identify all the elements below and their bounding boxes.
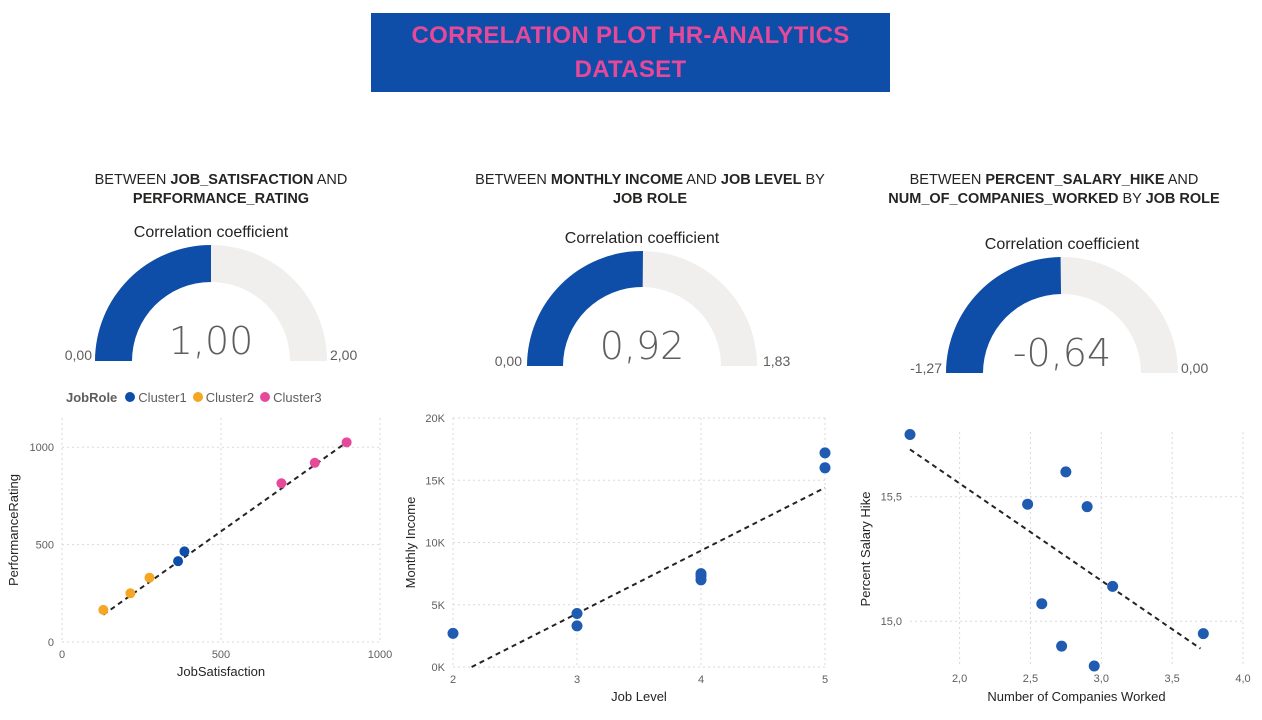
y-tick-label: 5K [432,600,446,612]
legend-item-cluster2[interactable]: Cluster2 [192,390,254,405]
y-axis-title: PerformanceRating [6,474,21,586]
x-tick-label: 1000 [368,649,392,661]
data-point [1060,466,1072,478]
data-point [173,556,184,567]
x-axis-title: Job Level [611,689,667,704]
section-title-2: BETWEEN MONTHLY INCOME AND JOB LEVEL BY … [475,172,825,207]
data-point [1088,660,1100,672]
data-point [1081,501,1093,513]
y-tick-label: 15,0 [881,616,902,628]
page-title: CORRELATION PLOT HR-ANALYTICS DATASET [411,19,849,87]
data-point [144,572,155,583]
data-point [695,570,707,582]
gauge-min-label: -1,27 [910,360,942,376]
data-point [276,478,287,489]
gauge-title: Correlation coefficient [985,236,1140,253]
data-point [904,428,916,440]
legend-dot-cluster1 [125,392,136,402]
y-tick-label: 0K [432,662,446,674]
y-axis-title: Percent Salary Hike [858,492,873,607]
title-banner: CORRELATION PLOT HR-ANALYTICS DATASET [371,13,890,92]
x-tick-label: 3,5 [1165,673,1180,685]
gauge-value: 0,92 [600,324,685,368]
legend-dot-cluster3 [260,392,271,402]
gauge-title: Correlation coefficient [565,230,720,247]
gauge-fill [95,245,211,361]
data-point [125,588,136,599]
x-tick-label: 4 [698,674,704,686]
data-point [98,604,109,615]
data-point [1056,640,1068,652]
trend-line [471,486,826,668]
data-point [447,627,459,639]
data-point [1197,628,1209,640]
gauge-max-label: 2,00 [330,347,357,363]
legend-item-cluster3[interactable]: Cluster3 [260,390,322,405]
data-point [571,620,583,632]
legend-title: JobRole [66,389,118,405]
data-point [571,607,583,619]
x-tick-label: 2 [450,674,456,686]
x-axis-title: Number of Companies Worked [987,689,1165,704]
gauge-value: -0,64 [1013,331,1111,375]
legend-dot-cluster2 [192,392,203,402]
y-tick-label: 15K [425,475,445,487]
x-axis-title: JobSatisfaction [177,664,265,679]
y-tick-label: 1000 [30,442,54,454]
data-point [341,437,352,448]
y-tick-label: 15,5 [881,492,902,504]
y-axis-title: Monthly Income [403,497,418,589]
gauge-fill [527,251,643,366]
x-tick-label: 3,0 [1094,673,1109,685]
gauge-min-label: 0,00 [65,347,92,363]
x-tick-label: 5 [822,674,828,686]
trend-line [909,448,1202,650]
legend-item-cluster1[interactable]: Cluster1 [125,390,187,405]
x-tick-label: 500 [212,649,230,661]
gauge-min-label: 0,00 [495,353,522,369]
x-tick-label: 2,0 [952,673,967,685]
y-tick-label: 10K [425,538,445,550]
trend-line [102,441,348,616]
gauge-fill [946,257,1062,373]
y-tick-label: 500 [36,540,54,552]
title-line-1: CORRELATION PLOT HR-ANALYTICS [411,21,850,49]
x-tick-label: 4,0 [1235,673,1250,685]
gauge-max-label: 1,83 [763,353,790,369]
x-tick-label: 0 [59,649,65,661]
gauge-value: 1,00 [169,319,254,363]
data-point [1107,580,1119,592]
title-line-2: DATASET [574,55,687,83]
data-point [309,457,320,468]
data-point [179,546,190,557]
data-point [819,447,831,459]
gauge-max-label: 0,00 [1181,360,1208,376]
section-title-3: BETWEEN PERCENT_SALARY_HIKE AND NUM_OF_C… [888,172,1220,207]
data-point [1022,498,1034,510]
x-tick-label: 3 [574,674,580,686]
section-title-1: BETWEEN JOB_SATISFACTION AND PERFORMANCE… [94,172,348,207]
y-tick-label: 20K [425,413,445,425]
x-tick-label: 2,5 [1023,673,1038,685]
data-point [819,462,831,474]
y-tick-label: 0 [48,637,54,649]
data-point [1036,598,1048,610]
gauge-title: Correlation coefficient [134,224,289,241]
scatter-1-legend: JobRole Cluster1 Cluster2 Cluster3 [66,388,328,406]
